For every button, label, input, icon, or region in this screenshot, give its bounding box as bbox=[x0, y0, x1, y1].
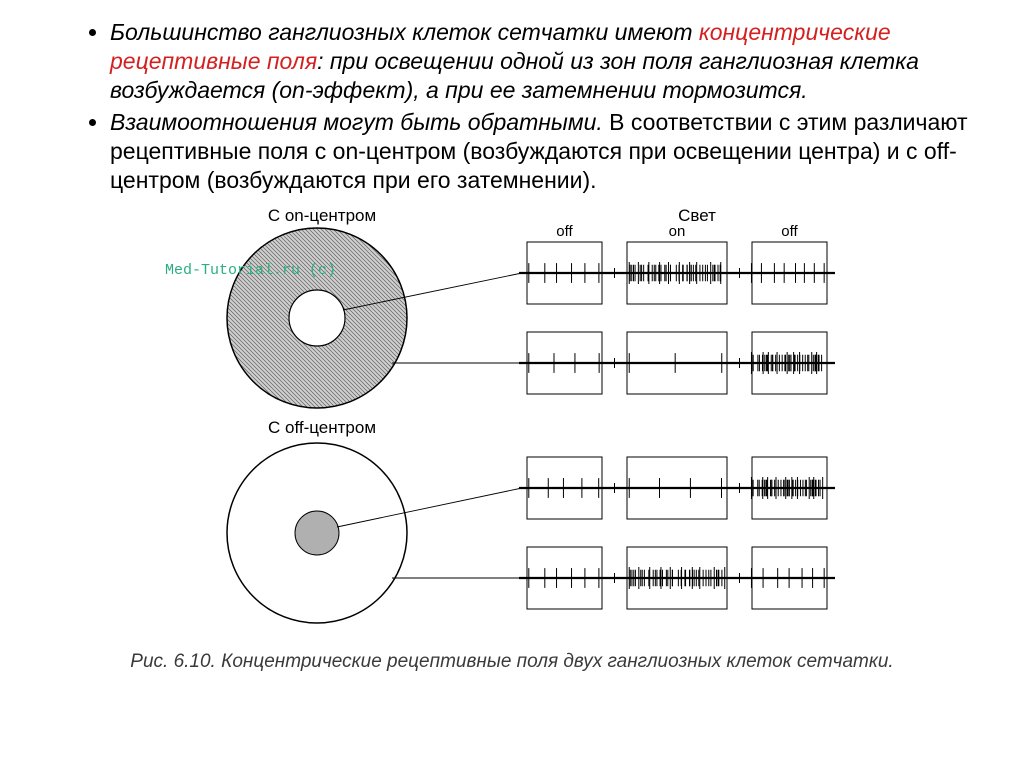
svg-text:С off-центром: С off-центром bbox=[268, 418, 376, 437]
svg-text:on: on bbox=[669, 223, 686, 240]
figure-caption: Рис. 6.10. Концентрические рецептивные п… bbox=[50, 651, 974, 673]
svg-text:С on-центром: С on-центром bbox=[268, 206, 376, 225]
caption-text: Концентрические рецептивные поля двух га… bbox=[216, 651, 894, 672]
svg-text:off: off bbox=[556, 223, 573, 240]
bullet-1-prefix: Большинство ганглиозных клеток сетчатки … bbox=[110, 19, 699, 45]
bullet-2: Взаимоотношения могут быть обратными. В … bbox=[110, 108, 974, 194]
caption-label: Рис. 6.10. bbox=[130, 651, 216, 672]
svg-text:off: off bbox=[781, 223, 798, 240]
bullet-1: Большинство ганглиозных клеток сетчатки … bbox=[110, 18, 974, 104]
watermark-text: Med-Tutorial.ru (c) bbox=[165, 262, 336, 279]
bullet-2-emph: Взаимоотношения могут быть обратными. bbox=[110, 109, 603, 135]
